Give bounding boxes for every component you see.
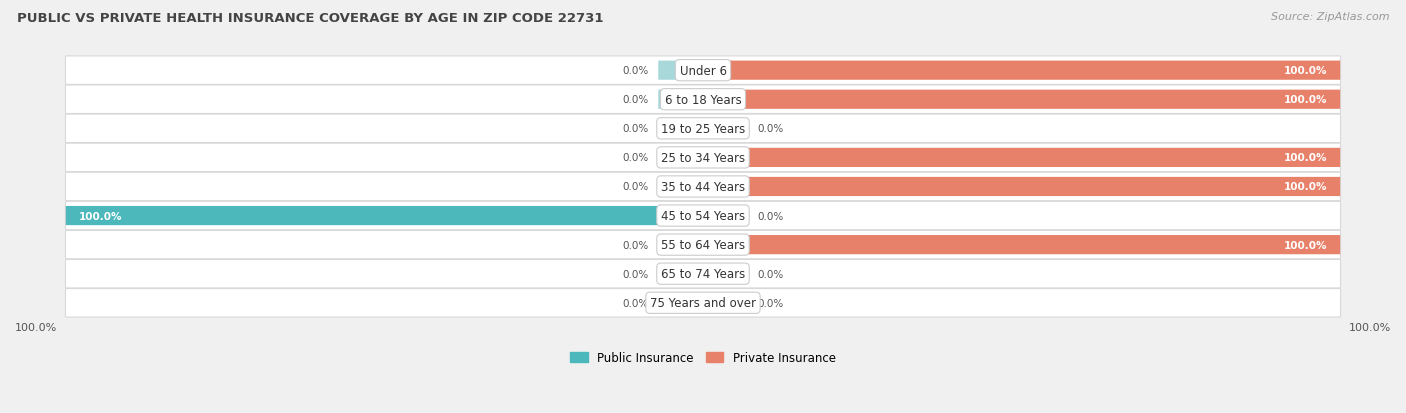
FancyBboxPatch shape	[703, 119, 748, 139]
Text: 35 to 44 Years: 35 to 44 Years	[661, 180, 745, 194]
Text: 0.0%: 0.0%	[623, 298, 648, 308]
Text: 45 to 54 Years: 45 to 54 Years	[661, 209, 745, 223]
Text: 55 to 64 Years: 55 to 64 Years	[661, 239, 745, 252]
Text: 0.0%: 0.0%	[623, 66, 648, 76]
FancyBboxPatch shape	[66, 202, 1340, 230]
FancyBboxPatch shape	[66, 231, 1340, 259]
Text: 100.0%: 100.0%	[1284, 95, 1327, 105]
FancyBboxPatch shape	[66, 86, 1340, 114]
Text: 0.0%: 0.0%	[758, 211, 783, 221]
Text: 0.0%: 0.0%	[623, 95, 648, 105]
FancyBboxPatch shape	[66, 289, 1340, 317]
FancyBboxPatch shape	[703, 148, 1340, 168]
Text: Under 6: Under 6	[679, 64, 727, 78]
Legend: Public Insurance, Private Insurance: Public Insurance, Private Insurance	[571, 351, 835, 365]
FancyBboxPatch shape	[66, 144, 1340, 172]
Text: 0.0%: 0.0%	[758, 269, 783, 279]
Text: 65 to 74 Years: 65 to 74 Years	[661, 268, 745, 280]
FancyBboxPatch shape	[658, 62, 703, 81]
FancyBboxPatch shape	[658, 294, 703, 313]
Text: 75 Years and over: 75 Years and over	[650, 297, 756, 309]
FancyBboxPatch shape	[658, 90, 703, 109]
FancyBboxPatch shape	[658, 178, 703, 197]
FancyBboxPatch shape	[658, 119, 703, 139]
FancyBboxPatch shape	[658, 235, 703, 254]
Text: 100.0%: 100.0%	[1348, 322, 1391, 332]
Text: 0.0%: 0.0%	[758, 124, 783, 134]
Text: 0.0%: 0.0%	[623, 153, 648, 163]
FancyBboxPatch shape	[658, 264, 703, 284]
Text: 100.0%: 100.0%	[1284, 66, 1327, 76]
FancyBboxPatch shape	[703, 206, 748, 225]
FancyBboxPatch shape	[703, 294, 748, 313]
Text: 100.0%: 100.0%	[1284, 153, 1327, 163]
FancyBboxPatch shape	[703, 62, 1340, 81]
Text: 100.0%: 100.0%	[79, 211, 122, 221]
FancyBboxPatch shape	[703, 178, 1340, 197]
Text: 19 to 25 Years: 19 to 25 Years	[661, 123, 745, 135]
Text: 0.0%: 0.0%	[623, 182, 648, 192]
FancyBboxPatch shape	[703, 90, 1340, 109]
Text: 0.0%: 0.0%	[758, 298, 783, 308]
Text: 6 to 18 Years: 6 to 18 Years	[665, 93, 741, 107]
Text: 0.0%: 0.0%	[623, 124, 648, 134]
Text: 0.0%: 0.0%	[623, 240, 648, 250]
FancyBboxPatch shape	[703, 235, 1340, 254]
FancyBboxPatch shape	[703, 264, 748, 284]
Text: 0.0%: 0.0%	[623, 269, 648, 279]
Text: 100.0%: 100.0%	[1284, 182, 1327, 192]
Text: 100.0%: 100.0%	[15, 322, 58, 332]
FancyBboxPatch shape	[66, 173, 1340, 201]
Text: 100.0%: 100.0%	[1284, 240, 1327, 250]
FancyBboxPatch shape	[66, 206, 703, 225]
Text: 25 to 34 Years: 25 to 34 Years	[661, 152, 745, 164]
Text: PUBLIC VS PRIVATE HEALTH INSURANCE COVERAGE BY AGE IN ZIP CODE 22731: PUBLIC VS PRIVATE HEALTH INSURANCE COVER…	[17, 12, 603, 25]
Text: Source: ZipAtlas.com: Source: ZipAtlas.com	[1271, 12, 1389, 22]
FancyBboxPatch shape	[658, 148, 703, 168]
FancyBboxPatch shape	[66, 57, 1340, 85]
FancyBboxPatch shape	[66, 260, 1340, 288]
FancyBboxPatch shape	[66, 115, 1340, 143]
